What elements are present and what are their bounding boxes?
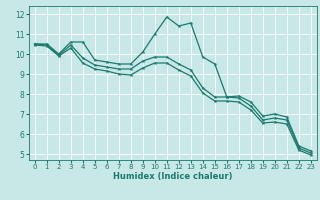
X-axis label: Humidex (Indice chaleur): Humidex (Indice chaleur): [113, 172, 233, 181]
